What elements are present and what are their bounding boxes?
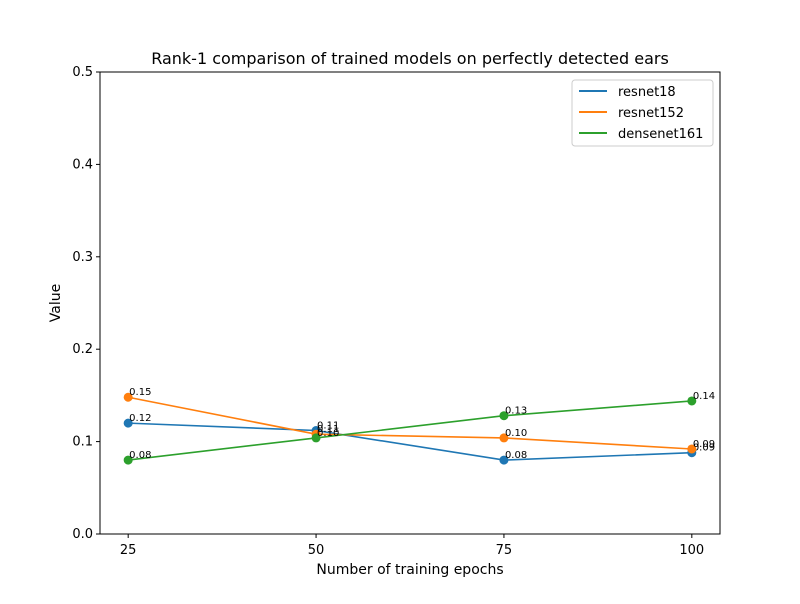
- data-label-resnet152: 0.09: [693, 439, 715, 450]
- data-point-densenet161: [123, 455, 133, 465]
- y-axis-ticks: 0.0 0.1 0.2 0.3 0.4 0.5: [72, 65, 100, 542]
- data-point-resnet18: [499, 455, 509, 465]
- data-label-resnet18: 0.12: [129, 413, 151, 424]
- legend-label-resnet18: resnet18: [618, 85, 676, 100]
- y-tick-label: 0.2: [72, 342, 93, 357]
- x-axis-ticks: 25 50 75 100: [120, 534, 704, 558]
- y-tick-label: 0.5: [72, 65, 93, 80]
- data-point-resnet152: [499, 433, 509, 443]
- series-line-resnet152: [128, 396, 692, 450]
- data-point-resnet152: [123, 392, 133, 402]
- x-tick-label: 50: [308, 543, 325, 558]
- x-tick-label: 25: [120, 543, 137, 558]
- y-tick-label: 0.4: [72, 157, 93, 172]
- data-label-densenet161: 0.13: [505, 406, 527, 417]
- legend: resnet18 resnet152 densenet161: [571, 79, 714, 147]
- y-tick-label: 0.3: [72, 250, 93, 265]
- plot-frame: [99, 71, 721, 535]
- x-axis-label: Number of training epochs: [316, 562, 503, 578]
- data-label-densenet161: 0.10: [317, 428, 339, 439]
- data-point-densenet161: [687, 396, 697, 406]
- series-line-densenet161: [128, 400, 692, 461]
- data-label-densenet161: 0.08: [129, 450, 151, 461]
- data-label-resnet152: 0.10: [505, 428, 527, 439]
- data-label-resnet152: 0.15: [129, 387, 151, 398]
- chart-title: Rank-1 comparison of trained models on p…: [151, 49, 669, 68]
- data-label-resnet18: 0.08: [505, 450, 527, 461]
- data-label-resnet18: 0.09: [693, 443, 715, 454]
- legend-label-resnet152: resnet152: [618, 106, 684, 121]
- series-line-resnet18: [128, 422, 692, 461]
- data-point-densenet161: [311, 433, 321, 443]
- legend-label-densenet161: densenet161: [618, 127, 703, 142]
- y-tick-label: 0.0: [72, 527, 93, 542]
- x-tick-label: 100: [679, 543, 704, 558]
- legend-frame: [571, 79, 714, 147]
- data-label-resnet18: 0.11: [317, 421, 339, 432]
- data-point-densenet161: [499, 411, 509, 421]
- data-point-resnet152: [687, 444, 697, 454]
- plot-marks: 0.120.110.080.090.150.11 0.100.090.080.10…: [123, 387, 715, 465]
- data-label-densenet161: 0.14: [693, 391, 715, 402]
- x-tick-label: 75: [496, 543, 513, 558]
- y-axis-label: Value: [48, 284, 64, 322]
- y-tick-label: 0.1: [72, 435, 93, 450]
- data-point-resnet18: [123, 418, 133, 428]
- data-label-resnet152: 0.11: [317, 424, 339, 435]
